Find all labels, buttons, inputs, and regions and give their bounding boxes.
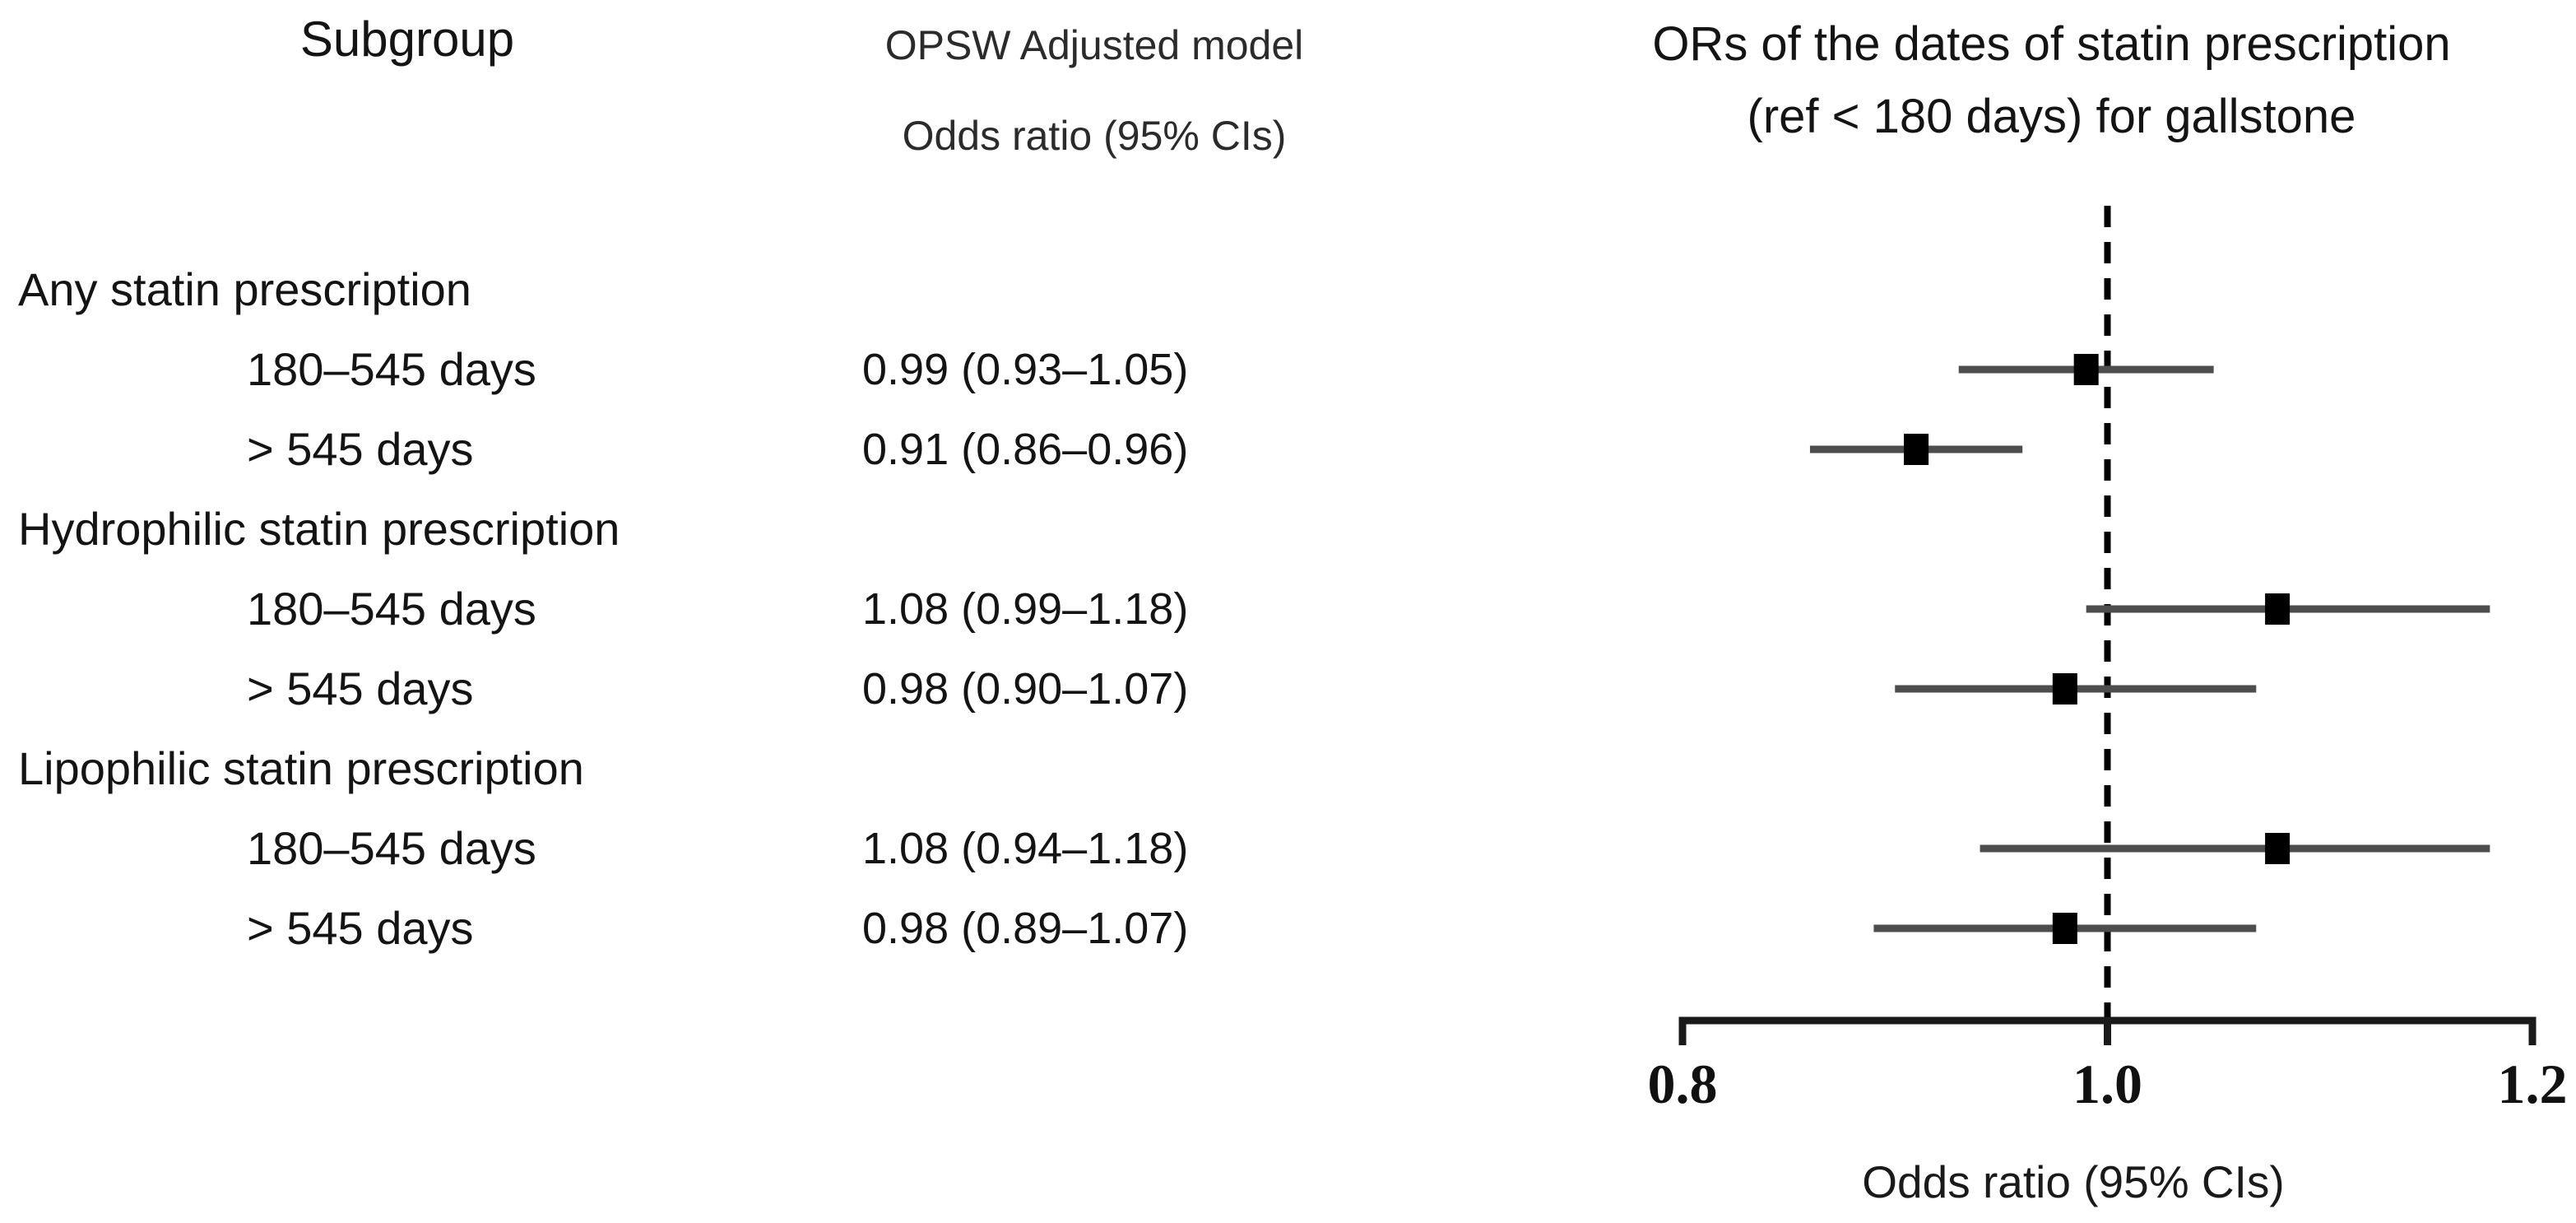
subgroup-column-header: Subgroup bbox=[299, 12, 515, 67]
row-label-any-gt-545: > 545 days bbox=[247, 423, 474, 475]
row-label-hydro-180-545: 180–545 days bbox=[247, 583, 536, 635]
or-marker-0 bbox=[2073, 354, 2099, 385]
row-label-hydrophilic: Hydrophilic statin prescription bbox=[18, 503, 620, 555]
row-label-any-statin: Any statin prescription bbox=[18, 263, 471, 315]
plot-title-line1: ORs of the dates of statin prescription bbox=[1652, 17, 2451, 71]
row-value-hydro-180-545: 1.08 (0.99–1.18) bbox=[862, 584, 1189, 634]
or-marker-1 bbox=[1904, 434, 1929, 465]
x-tick-label-1: 1.0 bbox=[2072, 1053, 2142, 1115]
model-column-header: OPSW Adjusted model Odds ratio (95% CIs) bbox=[831, 13, 1358, 168]
x-axis-label: Odds ratio (95% CIs) bbox=[1862, 1156, 2285, 1207]
plot-title-line2: (ref < 180 days) for gallstone bbox=[1747, 90, 2356, 143]
or-marker-5 bbox=[2052, 913, 2077, 944]
row-value-lipo-gt-545: 0.98 (0.89–1.07) bbox=[862, 904, 1189, 953]
row-label-any-180-545: 180–545 days bbox=[247, 343, 536, 395]
x-tick-label-2: 1.2 bbox=[2498, 1053, 2568, 1115]
or-marker-2 bbox=[2265, 593, 2291, 625]
plot-title: ORs of the dates of statin prescription … bbox=[1527, 8, 2576, 153]
row-label-hydro-gt-545: > 545 days bbox=[247, 663, 474, 714]
or-marker-3 bbox=[2052, 673, 2077, 705]
row-value-any-180-545: 0.99 (0.93–1.05) bbox=[862, 345, 1189, 394]
row-value-any-gt-545: 0.91 (0.86–0.96) bbox=[862, 425, 1189, 474]
row-value-lipo-180-545: 1.08 (0.94–1.18) bbox=[862, 824, 1189, 873]
row-label-lipo-180-545: 180–545 days bbox=[247, 822, 536, 874]
row-label-lipophilic: Lipophilic statin prescription bbox=[18, 742, 584, 794]
x-tick-label-0: 0.8 bbox=[1648, 1053, 1718, 1115]
model-header-line1: OPSW Adjusted model bbox=[884, 22, 1304, 68]
model-header-line2: Odds ratio (95% CIs) bbox=[902, 113, 1287, 159]
row-label-lipo-gt-545: > 545 days bbox=[247, 902, 474, 954]
row-value-hydro-gt-545: 0.98 (0.90–1.07) bbox=[862, 664, 1189, 714]
or-marker-4 bbox=[2265, 833, 2291, 864]
